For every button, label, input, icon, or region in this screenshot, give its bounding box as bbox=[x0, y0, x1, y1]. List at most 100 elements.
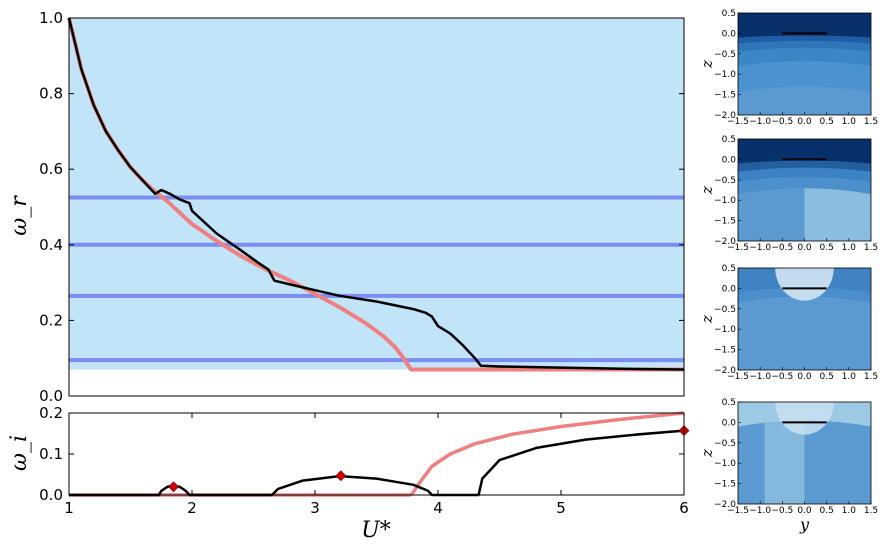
mode-y-tick-label: 0.5 bbox=[722, 264, 736, 274]
mode-x-tick-label: 0.0 bbox=[797, 243, 812, 253]
growth-line-1 bbox=[69, 429, 685, 497]
growth-marker bbox=[335, 470, 347, 482]
mode-y-tick-label: 0.5 bbox=[722, 398, 736, 408]
mode-y-tick-label: 0.5 bbox=[722, 135, 736, 145]
y-tick-label: 0.1 bbox=[39, 445, 63, 463]
mode-y-tick-label: −0.5 bbox=[714, 176, 736, 186]
growth-axes-frame bbox=[68, 412, 685, 496]
mode-x-tick-label: −1.0 bbox=[749, 243, 771, 253]
growth-panel: 0.0 0.1 0.2 1 2 3 4 5 6 ω_i U* bbox=[7, 404, 690, 543]
y-tick-label: 0.2 bbox=[39, 311, 63, 329]
frequency-series bbox=[67, 17, 685, 372]
growth-y-label: ω_i bbox=[7, 435, 32, 471]
mode-x-tick-label: 0.5 bbox=[820, 372, 834, 382]
mode-x-tick-label: 0.5 bbox=[820, 117, 834, 127]
mode-y-tick-label: 0.0 bbox=[722, 284, 737, 294]
y-tick-label: 0.8 bbox=[39, 85, 63, 103]
mode-y-tick-label: −0.5 bbox=[714, 50, 736, 60]
x-tick-label: 4 bbox=[433, 499, 443, 517]
frequency-y-ticks: 0.0 0.2 0.4 0.6 0.8 1.0 bbox=[39, 9, 684, 405]
horizontal-reference-lines bbox=[69, 195, 684, 363]
growth-line-0 bbox=[69, 411, 685, 497]
mode-y-tick-label: −1.0 bbox=[714, 459, 736, 469]
mode-x-tick-label: 1.5 bbox=[864, 506, 878, 516]
growth-y-ticks: 0.0 0.1 0.2 bbox=[39, 404, 684, 504]
mode-x-tick-label: 0.0 bbox=[797, 506, 812, 516]
mode-y-tick-label: −1.5 bbox=[714, 217, 736, 227]
growth-x-label: U* bbox=[361, 518, 391, 543]
mode-contour bbox=[775, 402, 834, 435]
mode-x-tick-label: 0.5 bbox=[820, 243, 834, 253]
growth-series bbox=[69, 411, 685, 497]
mode-z-label: z bbox=[698, 186, 716, 195]
mode-z-label: z bbox=[698, 449, 716, 458]
mode-y-tick-label: −1.5 bbox=[714, 346, 736, 356]
mode-panel-4: 0.50.0−0.5−1.0−1.5−2.0−1.5 −1.0 −0.5 0.0 0.5… bbox=[698, 398, 878, 516]
mode-y-tick-label: −1.5 bbox=[714, 480, 736, 490]
mode-panel-3: 0.50.0−0.5−1.0−1.5−2.0−1.5 −1.0 −0.5 0.0 0.5… bbox=[698, 264, 878, 382]
mode-x-tick-label: −0.5 bbox=[771, 372, 793, 382]
mode-x-tick-label: −1.5 bbox=[727, 117, 749, 127]
mode-x-tick-label: −0.5 bbox=[771, 506, 793, 516]
growth-marker bbox=[168, 481, 179, 493]
mode-contour bbox=[738, 139, 871, 164]
stable-region-shading bbox=[69, 18, 684, 370]
mode-y-tick-label: −0.5 bbox=[714, 439, 736, 449]
x-tick-label: 2 bbox=[187, 499, 197, 517]
mode-shape-panels: 0.50.0−0.5−1.0−1.5−2.0−1.5 −1.0 −0.5 0.0 0.5… bbox=[698, 9, 878, 534]
mode-y-tick-label: 0.0 bbox=[722, 418, 737, 428]
y-tick-label: 0.2 bbox=[39, 404, 63, 422]
mode-y-tick-label: −1.5 bbox=[714, 91, 736, 101]
x-tick-label: 5 bbox=[556, 499, 566, 517]
mode-x-tick-label: 1.0 bbox=[842, 372, 857, 382]
mode-contour bbox=[775, 268, 834, 301]
mode-x-tick-label: 0.0 bbox=[797, 372, 812, 382]
mode-y-tick-label: −2.0 bbox=[714, 237, 736, 247]
mode-x-tick-label: 1.5 bbox=[864, 117, 878, 127]
frequency-panel: 0.0 0.2 0.4 0.6 0.8 1.0 ω_r bbox=[7, 9, 685, 405]
mode-y-tick-label: −0.5 bbox=[714, 305, 736, 315]
mode-x-tick-label: −1.0 bbox=[749, 506, 771, 516]
frequency-y-label: ω_r bbox=[7, 195, 32, 236]
mode-x-tick-label: −1.0 bbox=[749, 372, 771, 382]
mode-z-label: z bbox=[698, 315, 716, 324]
mode-x-tick-label: 1.0 bbox=[842, 117, 857, 127]
mode-y-tick-label: −2.0 bbox=[714, 111, 736, 121]
mode-y-tick-label: −2.0 bbox=[714, 366, 736, 376]
mode-y-axis-label: y bbox=[799, 515, 810, 534]
frequency-axes-frame bbox=[68, 17, 685, 397]
mode-y-tick-label: −1.0 bbox=[714, 70, 736, 80]
mode-x-tick-label: 1.0 bbox=[842, 243, 857, 253]
mode-x-tick-label: −0.5 bbox=[771, 117, 793, 127]
mode-x-tick-label: 1.5 bbox=[864, 243, 878, 253]
mode-y-tick-label: 0.0 bbox=[722, 155, 737, 165]
y-tick-label: 0.0 bbox=[39, 387, 63, 405]
mode-panel-2: 0.50.0−0.5−1.0−1.5−2.0−1.5 −1.0 −0.5 0.0 0.5… bbox=[698, 135, 878, 253]
x-tick-label: 1 bbox=[64, 499, 74, 517]
mode-x-tick-label: 0.0 bbox=[797, 117, 812, 127]
x-tick-label: 6 bbox=[679, 499, 689, 517]
mode-y-tick-label: −1.0 bbox=[714, 325, 736, 335]
x-tick-label: 3 bbox=[310, 499, 320, 517]
y-tick-label: 0.6 bbox=[39, 160, 63, 178]
frequency-line-1 bbox=[67, 17, 685, 371]
mode-x-tick-label: −1.5 bbox=[727, 372, 749, 382]
y-tick-label: 0.4 bbox=[39, 236, 63, 254]
mode-x-tick-label: −0.5 bbox=[771, 243, 793, 253]
mode-panel-1: 0.50.0−0.5−1.0−1.5−2.0−1.5 −1.0 −0.5 0.0 0.5… bbox=[698, 9, 878, 127]
mode-contour bbox=[738, 13, 871, 38]
mode-x-tick-label: 1.5 bbox=[864, 372, 878, 382]
mode-y-tick-label: 0.5 bbox=[722, 9, 736, 19]
mode-x-tick-label: 1.0 bbox=[842, 506, 857, 516]
mode-z-label: z bbox=[698, 60, 716, 69]
mode-x-tick-label: 0.5 bbox=[820, 506, 834, 516]
mode-y-tick-label: 0.0 bbox=[722, 29, 737, 39]
mode-x-tick-label: −1.5 bbox=[727, 506, 749, 516]
mode-x-tick-label: −1.5 bbox=[727, 243, 749, 253]
growth-x-ticks: 1 2 3 4 5 6 bbox=[64, 413, 689, 517]
mode-y-tick-label: −2.0 bbox=[714, 500, 736, 510]
mode-x-tick-label: −1.0 bbox=[749, 117, 771, 127]
mode-y-tick-label: −1.0 bbox=[714, 196, 736, 206]
y-tick-label: 0.0 bbox=[39, 486, 63, 504]
